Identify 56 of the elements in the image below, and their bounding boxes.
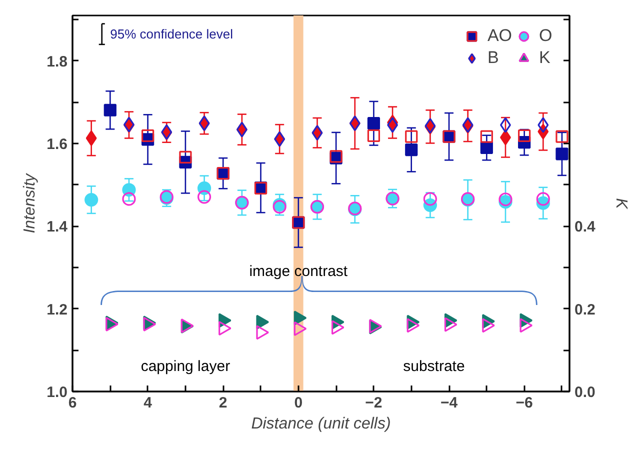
point — [332, 320, 344, 335]
x-tick-label: 6 — [68, 394, 77, 412]
point — [556, 130, 568, 143]
y2-tick-label: 0.2 — [574, 301, 596, 318]
legend-label: O — [539, 26, 554, 46]
point — [367, 117, 380, 130]
point — [405, 143, 418, 156]
y-tick-label: 1.6 — [46, 136, 68, 154]
point — [104, 104, 116, 116]
point — [218, 320, 232, 336]
y-tick-label: 1.0 — [46, 384, 68, 401]
point — [480, 130, 493, 143]
x-tick-label: 4 — [144, 394, 153, 412]
point — [556, 148, 568, 160]
y-tick-label: 1.4 — [46, 218, 68, 236]
point — [179, 150, 192, 164]
legend-label: AO — [487, 26, 512, 46]
annotation: capping layer — [140, 358, 230, 376]
point — [142, 129, 154, 142]
point — [122, 192, 136, 206]
point — [538, 117, 549, 133]
x-tick-label: 2 — [218, 394, 228, 412]
point — [256, 325, 270, 340]
point — [498, 192, 512, 206]
y2-tick-label: 0.4 — [574, 218, 596, 236]
legend-label: B — [487, 48, 500, 68]
y-tick-label: 1.2 — [46, 301, 68, 318]
legend-label: K — [539, 48, 552, 68]
point — [367, 129, 380, 142]
x-tick-label: −6 — [516, 394, 533, 412]
point — [536, 192, 550, 206]
point — [294, 310, 307, 326]
point — [272, 200, 286, 214]
y-tick-label: 1.8 — [46, 53, 68, 70]
x-tick-label: −2 — [365, 394, 382, 412]
y2-axis-title: K — [612, 198, 630, 210]
point — [256, 314, 270, 330]
point — [518, 129, 531, 142]
point — [197, 190, 212, 204]
point — [84, 192, 98, 207]
y2-tick-label: 0.0 — [574, 384, 596, 401]
point — [406, 318, 420, 333]
x-tick-label: −4 — [440, 394, 458, 412]
annotation: 95% confidence level — [110, 26, 234, 42]
point — [387, 117, 398, 133]
point — [444, 317, 458, 332]
x-tick-label: 0 — [294, 394, 303, 412]
annotation: substrate — [403, 358, 465, 376]
point — [482, 318, 495, 333]
point — [405, 130, 418, 143]
annotation: image contrast — [249, 263, 348, 280]
x-axis-title: Distance (unit cells) — [251, 416, 391, 432]
y-axis-title: Intensity — [22, 172, 39, 234]
point — [423, 192, 437, 206]
point — [520, 318, 533, 333]
point — [294, 321, 307, 336]
